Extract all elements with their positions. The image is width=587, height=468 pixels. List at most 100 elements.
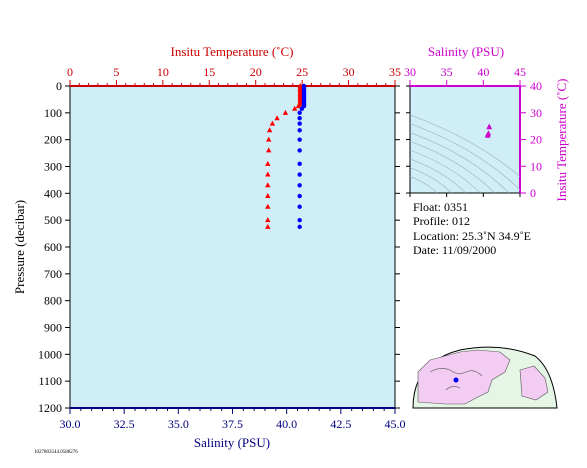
- temperature-point: [265, 217, 271, 223]
- ts-top-axis-ticks: 30 35 40 45: [404, 65, 526, 197]
- left-tick-label: 1000: [38, 347, 62, 361]
- left-axis-ticks: 0 100 200 300 400 500 600 700 800 900 1000 1100 1200: [38, 79, 400, 415]
- temperature-point: [292, 105, 298, 111]
- footnote: 1027803544.0588276: [34, 450, 78, 455]
- temperature-point: [266, 147, 272, 153]
- top-tick-label: 5: [113, 65, 119, 79]
- top-axis-ticks: 0 5 10 15 20 25 30 35: [67, 65, 401, 86]
- bottom-tick-label: 30.0: [60, 417, 81, 431]
- temperature-point: [265, 182, 271, 188]
- ts-right-tick-label: 10: [530, 159, 542, 173]
- salinity-point: [299, 106, 305, 112]
- ts-right-tick-label: 40: [530, 79, 542, 93]
- top-axis-title: Insitu Temperature (˚C): [170, 44, 293, 59]
- salinity-point: [297, 172, 302, 177]
- density-contour: [410, 141, 495, 193]
- temperature-point: [269, 120, 276, 126]
- density-contour: [410, 176, 438, 193]
- left-tick-label: 0: [56, 79, 62, 93]
- bottom-axis-ticks: 30.0 32.5 35.0 37.5 40.0 42.5 45.0: [60, 408, 406, 431]
- bottom-tick-label: 40.0: [276, 417, 297, 431]
- ts-right-tick-label: 30: [530, 106, 542, 120]
- density-contour: [410, 114, 520, 178]
- temperature-point: [295, 103, 302, 109]
- location: Location: 25.3˚N 34.9˚E: [413, 229, 531, 243]
- top-tick-label: 30: [343, 65, 355, 79]
- bottom-tick-label: 32.5: [114, 417, 135, 431]
- ts-points: [485, 123, 492, 138]
- left-tick-label: 300: [44, 160, 62, 174]
- bottom-tick-label: 37.5: [222, 417, 243, 431]
- left-tick-label: 600: [44, 240, 62, 254]
- left-tick-label: 700: [44, 267, 62, 281]
- top-tick-label: 10: [157, 65, 169, 79]
- left-tick-label: 1100: [38, 374, 62, 388]
- salinity-point: [297, 137, 302, 142]
- ts-density-contours: [410, 114, 520, 193]
- left-tick-label: 800: [44, 294, 62, 308]
- ts-point: [485, 130, 492, 136]
- top-tick-label: 15: [203, 65, 215, 79]
- density-contour: [410, 149, 481, 193]
- temperature-point: [274, 115, 280, 121]
- bottom-axis-title: Salinity (PSU): [194, 435, 270, 450]
- salinity-point: [297, 193, 302, 199]
- density-contour: [410, 167, 452, 193]
- map-location-marker: [453, 377, 459, 383]
- map-landmass: [417, 349, 511, 405]
- ts-top-tick-label: 40: [477, 65, 489, 79]
- temperature-point: [265, 171, 271, 177]
- temperature-point: [265, 160, 271, 166]
- salinity-point: [297, 116, 302, 121]
- bottom-tick-label: 45.0: [385, 417, 406, 431]
- temperature-point: [265, 203, 271, 209]
- left-tick-label: 900: [44, 321, 62, 335]
- bottom-tick-label: 35.0: [168, 417, 189, 431]
- left-tick-label: 200: [44, 133, 62, 147]
- location-map: [412, 346, 558, 409]
- ts-top-tick-label: 35: [441, 65, 453, 79]
- float-info: Float: 0351 Profile: 012 Location: 25.3˚…: [413, 200, 531, 257]
- ts-right-axis-ticks: 0 10 20 30 40: [406, 79, 542, 200]
- float-id: Float: 0351: [413, 200, 468, 214]
- salinity-point: [297, 224, 302, 230]
- salinity-point: [297, 110, 302, 116]
- date: Date: 11/09/2000: [413, 243, 496, 257]
- ts-point: [486, 124, 492, 130]
- temperature-point: [265, 223, 271, 229]
- left-tick-label: 400: [44, 186, 62, 200]
- ts-top-axis-title: Salinity (PSU): [428, 44, 504, 59]
- salinity-point: [297, 204, 302, 209]
- top-tick-label: 0: [67, 65, 73, 79]
- salinity-point: [297, 148, 302, 153]
- top-tick-label: 20: [250, 65, 262, 79]
- top-tick-label: 25: [296, 65, 308, 79]
- ts-inset: 30 35 40 45 0 10 20 30 40 Salinity (PSU) Insitu…: [404, 44, 569, 202]
- salinity-point: [297, 128, 302, 133]
- density-contour: [410, 132, 510, 193]
- temperature-point: [266, 136, 272, 142]
- salinity-point: [297, 217, 302, 223]
- bottom-tick-label: 42.5: [330, 417, 351, 431]
- salinity-point: [297, 161, 302, 167]
- density-contour: [410, 158, 467, 193]
- map-landmass-2: [519, 365, 549, 401]
- left-tick-label: 100: [44, 106, 62, 120]
- ts-right-tick-label: 0: [530, 186, 536, 200]
- salinity-point: [297, 121, 302, 126]
- ts-top-tick-label: 45: [514, 65, 526, 79]
- main-plot: 0 5 10 15 20 25 30 35 30.0 32.5 35.0 37.5 40.0 42.5 4…: [12, 44, 406, 450]
- temperature-point: [282, 109, 289, 115]
- map-coastline: [429, 368, 483, 391]
- top-tick-label: 35: [389, 65, 401, 79]
- left-axis-title: Pressure (decibar): [12, 200, 27, 294]
- left-tick-label: 500: [44, 213, 62, 227]
- left-tick-label: 1200: [38, 401, 62, 415]
- salinity-point: [297, 183, 302, 188]
- ts-top-tick-label: 30: [404, 65, 416, 79]
- main-plot-area: [69, 85, 396, 409]
- ts-right-axis-title: Insitu Temperature (˚C): [554, 78, 569, 201]
- density-contour: [410, 123, 520, 191]
- ts-right-tick-label: 20: [530, 133, 542, 147]
